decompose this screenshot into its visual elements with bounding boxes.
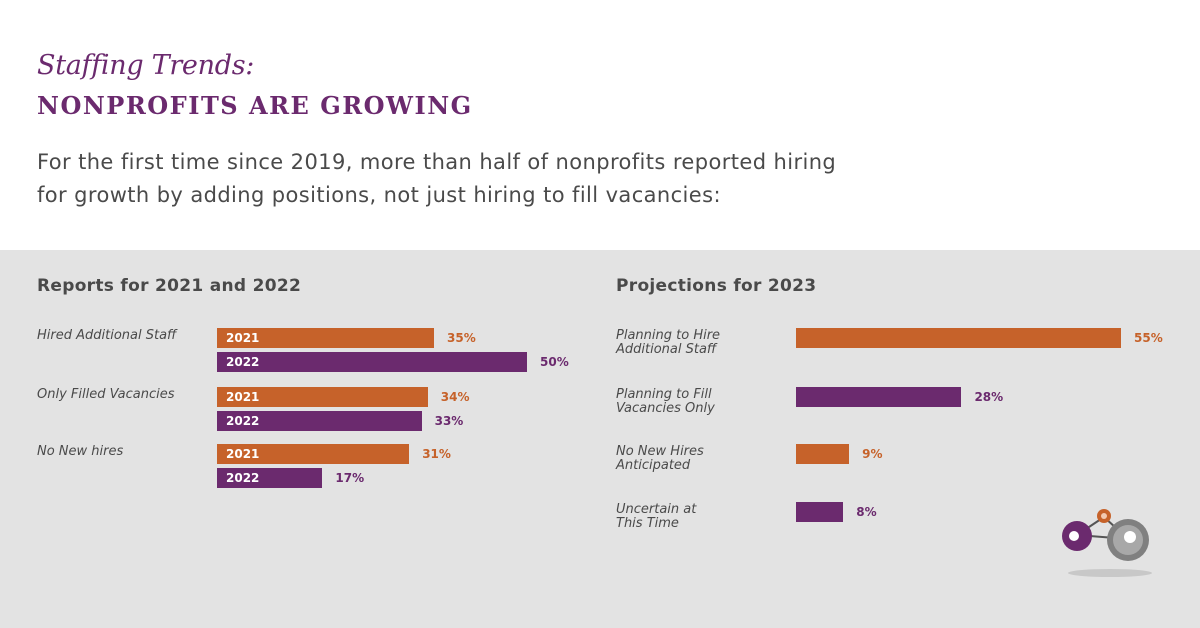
- projection-bar: [796, 444, 850, 464]
- bar-year-label: 2021: [226, 331, 260, 345]
- projection-bar: [796, 387, 962, 407]
- value-label: 9%: [862, 447, 883, 461]
- value-label: 35%: [447, 331, 476, 345]
- category-label: No New hires: [37, 444, 124, 459]
- value-label: 8%: [856, 505, 877, 519]
- bar-2021: 2021: [217, 444, 410, 464]
- projection-bar: [796, 328, 1121, 348]
- bar-2021: 2021: [217, 387, 428, 407]
- bar-2021: 2021: [217, 328, 434, 348]
- header-area: Staffing Trends: NONPROFITS ARE GROWING …: [0, 0, 1200, 250]
- headline: NONPROFITS ARE GROWING: [37, 91, 473, 120]
- bar-year-label: 2022: [226, 471, 260, 485]
- bar-2022: 2022: [217, 352, 527, 372]
- category-label: Hired Additional Staff: [37, 328, 177, 343]
- intro-text: For the first time since 2019, more than…: [37, 150, 837, 207]
- bar-2022: 2022: [217, 468, 323, 488]
- bar-year-label: 2022: [226, 355, 260, 369]
- chart-panel: [0, 250, 1200, 628]
- category-label: Only Filled Vacancies: [37, 387, 175, 402]
- chart-title-projections: Projections for 2023: [616, 276, 817, 296]
- value-label: 28%: [974, 390, 1004, 404]
- value-label: 55%: [1134, 331, 1163, 345]
- kicker-title: Staffing Trends:: [37, 50, 255, 81]
- category-label: Planning to Hire Additional Staff: [616, 328, 721, 357]
- category-label: No New Hires Anticipated: [616, 444, 704, 473]
- value-label: 33%: [434, 414, 464, 428]
- bar-year-label: 2022: [226, 414, 260, 428]
- value-label: 31%: [422, 447, 451, 461]
- chart-title-reports: Reports for 2021 and 2022: [37, 276, 302, 296]
- logo-icon: [1062, 509, 1152, 577]
- value-label: 34%: [440, 390, 470, 404]
- category-label: Planning to Fill Vacancies Only: [616, 387, 715, 416]
- category-label: Uncertain at This Time: [616, 502, 697, 531]
- bar-2022: 2022: [217, 411, 422, 431]
- value-label: 17%: [335, 471, 365, 485]
- bar-year-label: 2021: [226, 390, 260, 404]
- projection-bar: [796, 502, 844, 522]
- bar-year-label: 2021: [226, 447, 260, 461]
- value-label: 50%: [540, 355, 569, 369]
